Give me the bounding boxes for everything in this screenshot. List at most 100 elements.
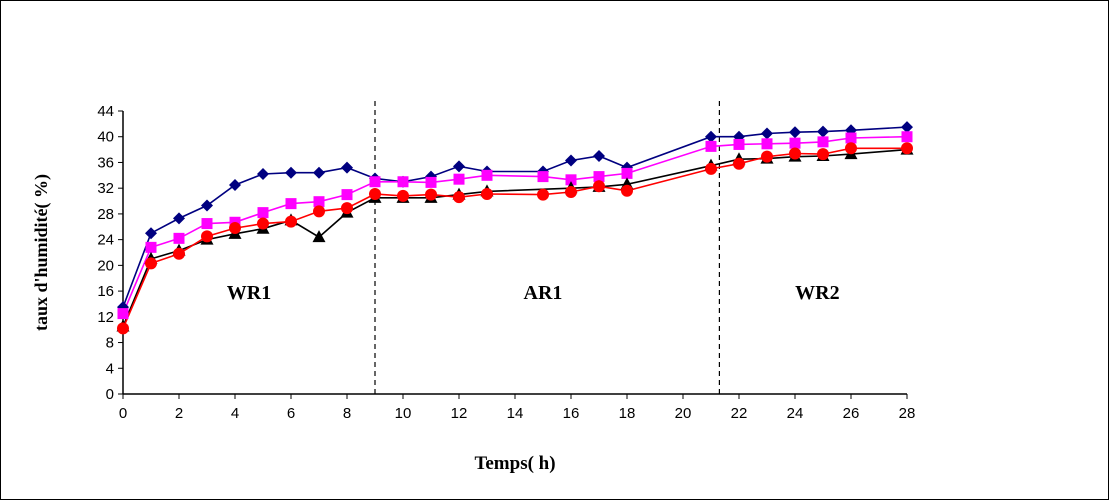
series-2-point	[481, 169, 493, 181]
series-1-point	[453, 160, 465, 173]
x-tick-label: 0	[119, 405, 127, 422]
series-4-point	[845, 142, 857, 155]
x-tick-label: 2	[175, 405, 183, 422]
x-tick-label: 22	[731, 405, 748, 422]
x-tick-label: 4	[231, 405, 239, 422]
x-tick-label: 16	[563, 405, 580, 422]
series-4-point	[145, 257, 157, 270]
series-4-point	[201, 230, 213, 243]
series-1-point	[201, 199, 213, 212]
y-tick-label: 28	[97, 206, 114, 223]
x-tick-label: 14	[507, 405, 524, 422]
series-4-point	[789, 147, 801, 160]
y-tick-label: 0	[106, 386, 114, 403]
series-2-point	[425, 176, 437, 188]
series-2-point	[621, 167, 633, 179]
series-4-point	[817, 148, 829, 161]
series-4-point	[593, 180, 605, 193]
series-1-point	[817, 125, 829, 138]
series-4-point	[425, 188, 437, 201]
series-2-point	[733, 138, 745, 150]
x-tick-label: 20	[675, 405, 692, 422]
series-2-point	[397, 176, 409, 188]
series-1-point	[229, 178, 241, 191]
series-4-point	[313, 205, 325, 218]
series-2-point	[705, 140, 717, 152]
series-2-point	[257, 207, 269, 219]
series-2-point	[901, 131, 913, 143]
series-1-point	[789, 126, 801, 139]
y-tick-label: 4	[106, 360, 114, 377]
series-2-point	[817, 136, 829, 148]
series-2-point	[145, 241, 157, 253]
y-axis-label: taux d'humidité( %)	[31, 174, 52, 331]
series-4-point	[537, 188, 549, 201]
series-1-point	[761, 127, 773, 140]
series-2-point	[285, 198, 297, 210]
y-tick-label: 44	[97, 103, 114, 120]
series-4-point	[705, 162, 717, 175]
series-4-point	[369, 187, 381, 200]
series-4-point	[453, 191, 465, 204]
series-2-point	[593, 171, 605, 183]
x-tick-label: 26	[843, 405, 860, 422]
series-2-point	[537, 171, 549, 183]
series-4-point	[621, 184, 633, 197]
series-1-point	[257, 168, 269, 181]
series-1-point	[565, 154, 577, 167]
series-2-point	[369, 176, 381, 188]
series-2-point	[453, 173, 465, 185]
series-2-point	[845, 132, 857, 144]
series-4-point	[285, 215, 297, 228]
y-tick-label: 16	[97, 283, 114, 300]
series-4-point	[481, 187, 493, 200]
series-2-point	[173, 232, 185, 244]
y-tick-label: 36	[97, 154, 114, 171]
x-tick-label: 18	[619, 405, 636, 422]
x-tick-label: 6	[287, 405, 295, 422]
y-tick-label: 8	[106, 335, 114, 352]
phase-boundaries	[374, 101, 721, 394]
series-4-point	[733, 157, 745, 170]
series-2-point	[201, 218, 213, 230]
y-tick-label: 12	[97, 309, 114, 326]
series-1-point	[705, 130, 717, 143]
y-tick-label: 24	[97, 232, 114, 249]
x-tick-label: 8	[343, 405, 351, 422]
series-1-point	[285, 166, 297, 179]
x-tick-label: 10	[395, 405, 412, 422]
series-1-point	[341, 161, 353, 174]
series-4-point	[229, 222, 241, 235]
phase-labels: WR1 AR1 WR2	[227, 282, 840, 304]
series-1-point	[145, 227, 157, 240]
phase-label: WR2	[795, 282, 839, 304]
series-1-point	[901, 121, 913, 134]
series-markers	[116, 121, 914, 335]
x-tick-label: 28	[899, 405, 916, 422]
series-2-point	[117, 308, 129, 320]
series-2-point	[313, 196, 325, 208]
series-4-point	[397, 189, 409, 202]
series-4-point	[257, 217, 269, 230]
series-4-point	[761, 150, 773, 163]
x-axis-label: Temps( h)	[474, 453, 555, 474]
series-2-point	[761, 138, 773, 150]
y-tick-label: 32	[97, 180, 114, 197]
series-1-point	[593, 150, 605, 163]
series-4-point	[901, 142, 913, 155]
y-tick-label: 20	[97, 257, 114, 274]
x-tick-label: 24	[787, 405, 804, 422]
phase-label: WR1	[227, 282, 271, 304]
series-4-point	[173, 247, 185, 260]
phase-label: AR1	[524, 282, 563, 304]
series-2-point	[341, 189, 353, 201]
series-1-point	[313, 166, 325, 179]
y-tick-label: 40	[97, 129, 114, 146]
series-4-point	[565, 186, 577, 199]
series-3-point	[312, 230, 326, 243]
series-1-point	[173, 212, 185, 225]
series-2-point	[789, 137, 801, 149]
